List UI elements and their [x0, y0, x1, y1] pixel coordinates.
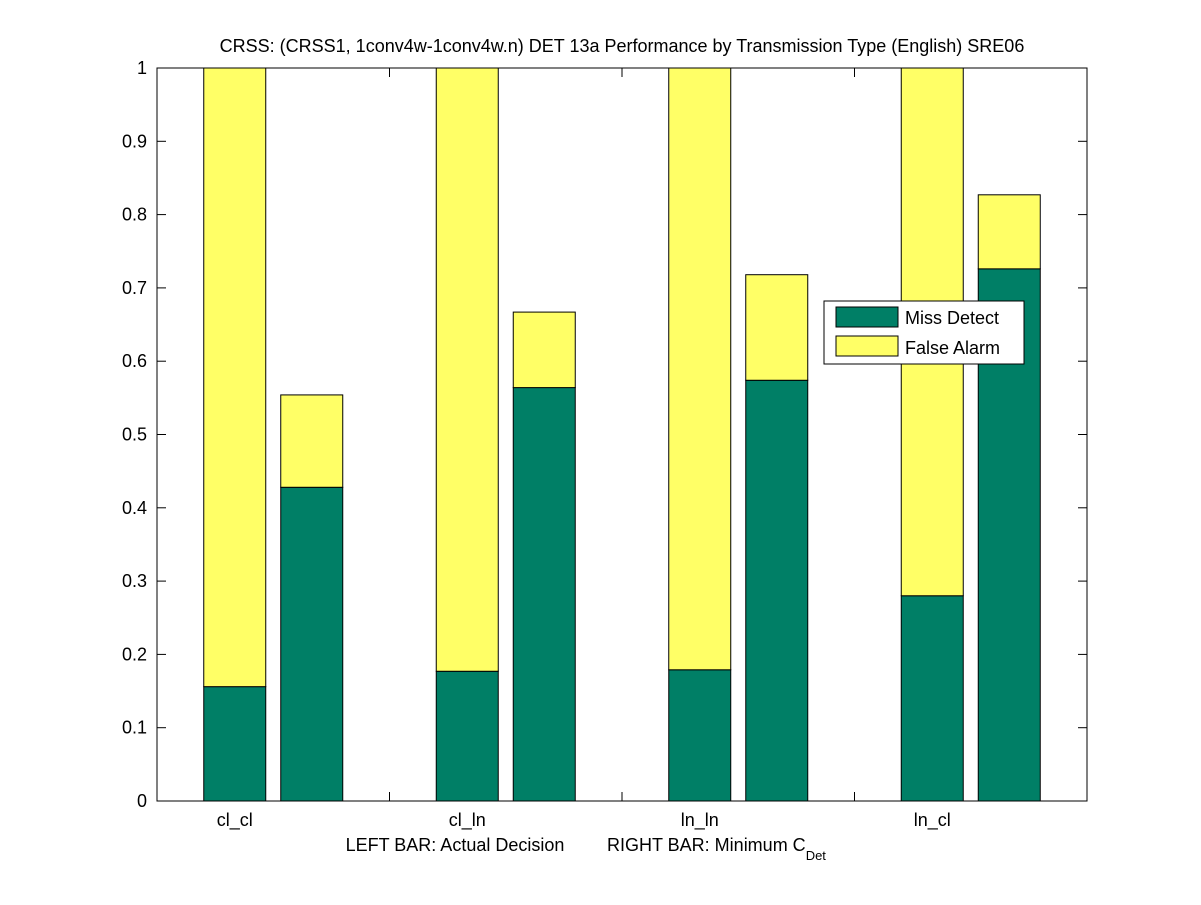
bar-cl-cl-minimum-false-alarm [280, 394, 344, 488]
bar-ln-cl-actual-miss-detect [900, 595, 964, 802]
bars-layer [203, 67, 1041, 802]
legend: Miss Detect False Alarm [823, 300, 1025, 365]
x-tick-label-cl-cl: cl_cl [217, 810, 253, 831]
bar-cl-ln-actual-miss-detect [435, 670, 499, 802]
bar-ln-ln-minimum-false-alarm [745, 274, 809, 381]
bar-cl-cl-actual-miss-detect [203, 686, 267, 802]
y-tick-label: 0 [137, 791, 147, 811]
legend-swatch-false-alarm [835, 335, 899, 357]
x-tick-label-ln-cl: ln_cl [914, 810, 951, 831]
x-axis-label-right-main: RIGHT BAR: Minimum C [607, 835, 806, 855]
plot-frame [156, 67, 1088, 802]
chart-title: CRSS: (CRSS1, 1conv4w-1conv4w.n) DET 13a… [220, 36, 1025, 56]
bar-cl-ln-minimum-false-alarm [512, 311, 576, 389]
y-tick-label: 0.9 [122, 131, 147, 151]
bar-ln-ln-minimum-miss-detect [745, 379, 809, 802]
y-tick-label: 0.7 [122, 278, 147, 298]
x-axis-label-right: RIGHT BAR: Minimum CDet [607, 835, 826, 863]
bar-cl-cl-minimum-miss-detect [280, 486, 344, 802]
x-axis-label-left: LEFT BAR: Actual Decision [346, 835, 565, 855]
y-tick-label: 0.8 [122, 205, 147, 225]
legend-label-false-alarm: False Alarm [905, 338, 1000, 358]
ticks-layer: cl_cl cl_ln ln_ln ln_cl 0 0.1 0.2 0.3 0.4 0.5 0.6 0… [122, 58, 1087, 831]
bar-ln-ln-actual-miss-detect [668, 669, 732, 802]
legend-swatch-miss-detect [835, 306, 899, 328]
legend-label-miss-detect: Miss Detect [905, 308, 999, 328]
x-tick-label-cl-ln: cl_ln [449, 810, 486, 831]
x-tick-label-ln-ln: ln_ln [681, 810, 719, 831]
y-tick-label: 0.5 [122, 425, 147, 445]
bar-cl-cl-actual-false-alarm [203, 67, 267, 688]
y-tick-label: 0.4 [122, 498, 147, 518]
y-tick-label: 0.1 [122, 718, 147, 738]
y-tick-label: 1 [137, 58, 147, 78]
y-tick-label: 0.6 [122, 351, 147, 371]
x-axis-label-subscript: Det [806, 848, 827, 863]
bar-cl-ln-minimum-miss-detect [512, 387, 576, 802]
bar-ln-cl-minimum-false-alarm [977, 194, 1041, 270]
bar-ln-ln-actual-false-alarm [668, 67, 732, 671]
y-tick-label: 0.2 [122, 644, 147, 664]
y-tick-label: 0.3 [122, 571, 147, 591]
bar-cl-ln-actual-false-alarm [435, 67, 499, 672]
